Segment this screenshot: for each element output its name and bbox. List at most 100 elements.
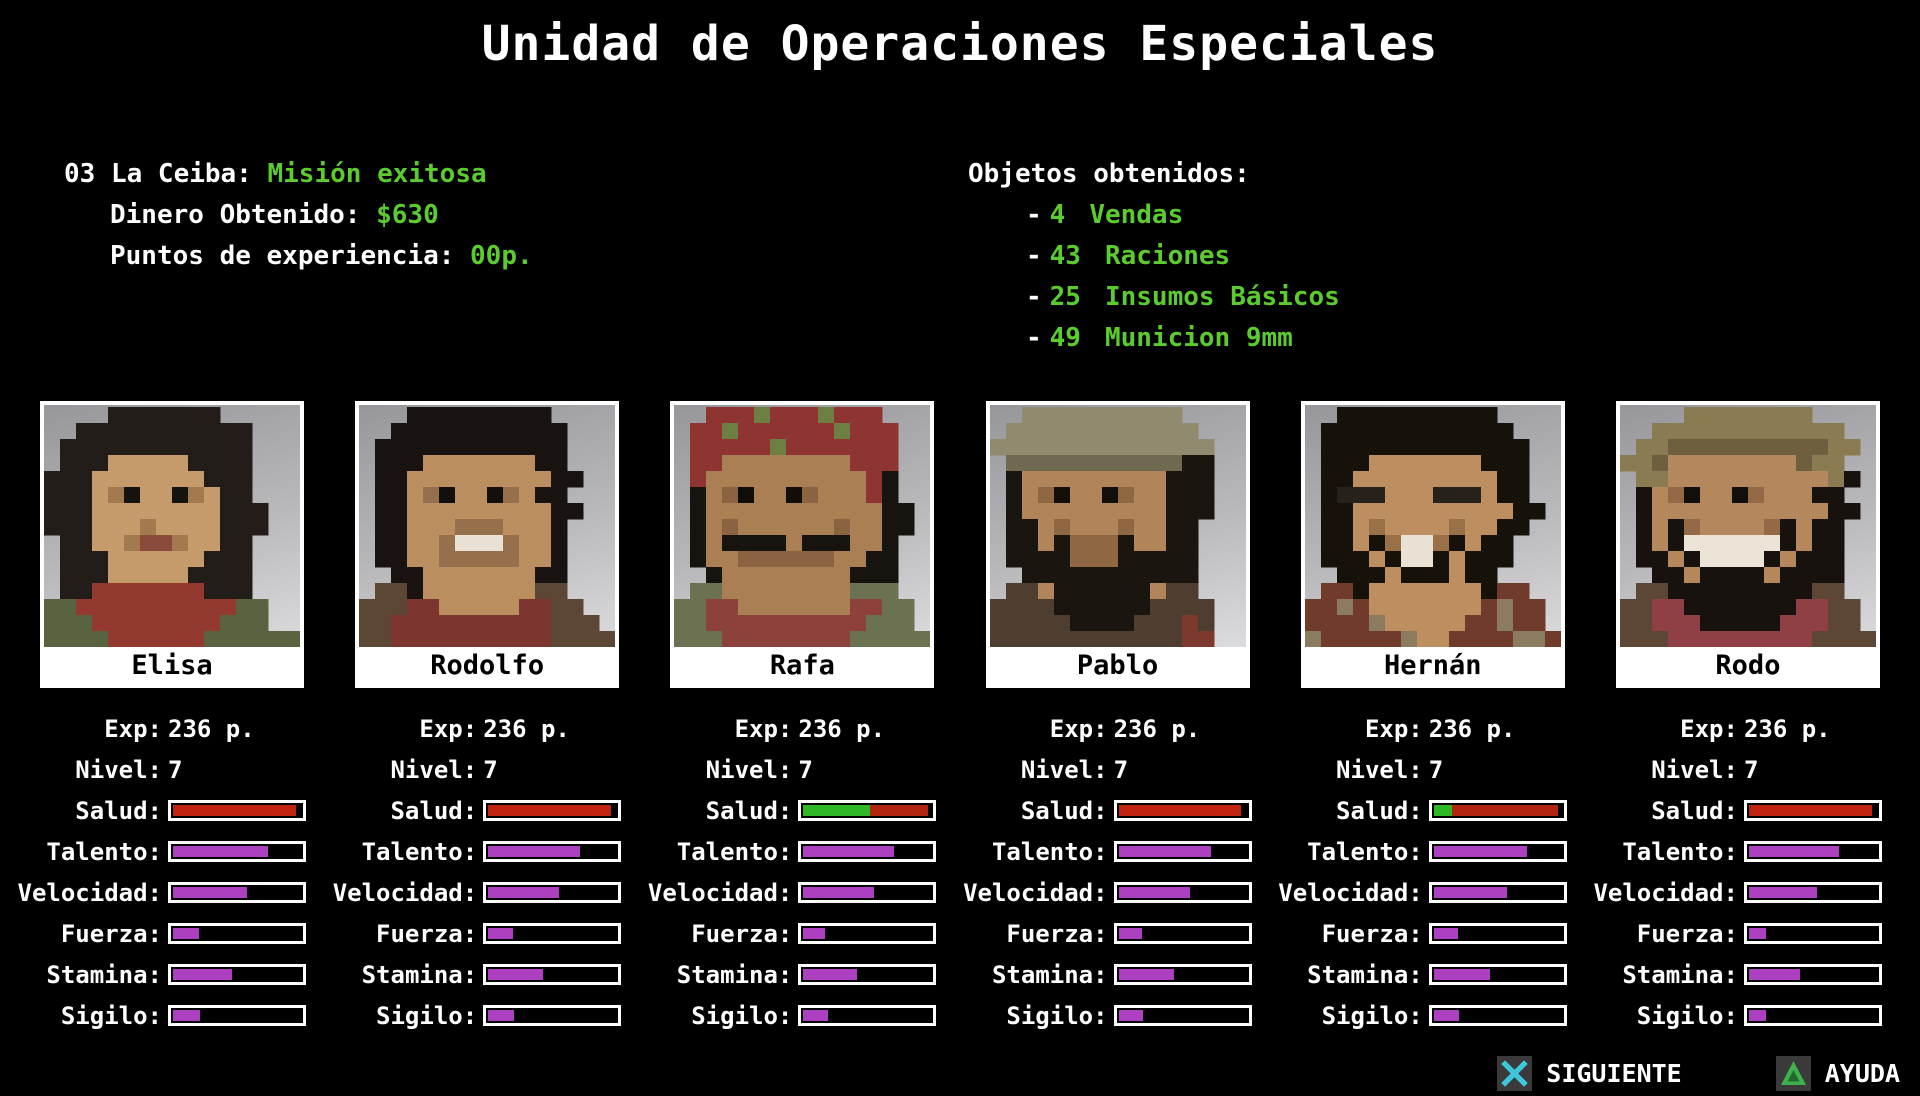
stat-row-nivel: Nivel: 7 <box>327 749 623 790</box>
stat-bar-inner <box>1748 928 1877 939</box>
mission-money-line: Dinero Obtenido: $630 <box>64 195 533 236</box>
stat-bar-velocidad <box>168 882 306 903</box>
stat-label-salud: Salud: <box>1020 796 1108 825</box>
stat-bar-fill <box>173 928 199 939</box>
stat-label-velocidad: Velocidad: <box>17 878 163 907</box>
stat-bar-stamina <box>798 964 937 985</box>
stat-value-nivel: 7 <box>1428 755 1444 784</box>
portrait-pixel-art <box>1304 407 1561 647</box>
stat-bar-salud <box>1113 800 1252 821</box>
ayuda-button[interactable]: AYUDA <box>1775 1056 1900 1091</box>
stat-row-exp: Exp: 236 p. <box>327 708 623 749</box>
stat-value-exp: 236 p. <box>1743 714 1831 743</box>
stat-bar-stamina <box>483 964 622 985</box>
siguiente-label: SIGUIENTE <box>1546 1059 1682 1088</box>
stat-bar-fill <box>803 969 858 980</box>
stat-bar-fill <box>1748 887 1817 898</box>
stat-label-sigilo: Sigilo: <box>60 1001 162 1030</box>
stat-value-exp: 236 p. <box>168 714 255 743</box>
stat-row-fuerza: Fuerza: <box>642 913 938 954</box>
stat-row-salud: Salud: <box>642 790 938 831</box>
stat-label-nivel: Nivel: <box>1020 755 1108 784</box>
stat-bar-inner <box>1118 887 1247 898</box>
stat-bar-fill <box>1118 846 1211 857</box>
stat-row-fuerza: Fuerza: <box>958 913 1254 954</box>
stat-label-talento: Talento: <box>361 837 478 866</box>
character-row: Elisa Exp: 236 p. Nivel: 7 Salud: Talento: Velo… <box>18 401 1882 1036</box>
stat-label-exp: Exp: <box>104 714 162 743</box>
stat-row-velocidad: Velocidad: <box>1588 872 1884 913</box>
stat-bar-salud <box>168 800 306 821</box>
character-stats: Exp: 236 p. Nivel: 7 Salud: Talento: Velocidad… <box>1273 708 1569 1036</box>
stat-bar-stamina <box>1113 964 1252 985</box>
item-quantity: 25 <box>1049 282 1081 312</box>
stat-label-salud: Salud: <box>1651 796 1738 825</box>
stat-bar-fill <box>173 805 296 816</box>
stat-bar-talento <box>1113 841 1252 862</box>
character-portrait <box>44 405 300 647</box>
stat-bar-inner <box>1118 1010 1247 1021</box>
stat-bar-fill <box>869 805 928 816</box>
character-stats: Exp: 236 p. Nivel: 7 Salud: Talento: Velocidad… <box>327 708 623 1036</box>
stat-bar-fill <box>1118 1010 1143 1021</box>
stat-bar-fill <box>803 887 874 898</box>
character-column: Pablo Exp: 236 p. Nivel: 7 Salud: Talento: Velo… <box>963 401 1252 1036</box>
stat-label-velocidad: Velocidad: <box>647 878 793 907</box>
siguiente-button[interactable]: SIGUIENTE <box>1497 1056 1682 1091</box>
stat-bar-salud <box>1428 800 1567 821</box>
stat-bar-sigilo <box>1113 1005 1252 1026</box>
stat-bar-fill <box>803 846 895 857</box>
stat-bar-inner <box>803 846 931 857</box>
portrait-pixel-art <box>1619 407 1876 647</box>
stat-bar-fill <box>488 887 559 898</box>
ayuda-label: AYUDA <box>1824 1059 1900 1088</box>
stat-label-salud: Salud: <box>1336 796 1423 825</box>
stat-bar-sigilo <box>798 1005 937 1026</box>
stat-row-sigilo: Sigilo: <box>642 995 938 1036</box>
stat-value-nivel: 7 <box>483 755 498 784</box>
stat-bar-fill <box>803 928 826 939</box>
stat-bar-fill <box>488 928 513 939</box>
character-card: Rafa <box>670 401 935 688</box>
stat-bar-fuerza <box>798 923 937 944</box>
stat-bar-stamina <box>168 964 306 985</box>
item-dash: - <box>1026 241 1042 271</box>
stat-bar-inner <box>1433 846 1562 857</box>
stat-bar-inner <box>803 928 931 939</box>
mission-xp-label: Puntos de experiencia: <box>110 241 455 271</box>
stat-bar-inner <box>173 846 301 857</box>
character-stats: Exp: 236 p. Nivel: 7 Salud: Talento: Velocidad… <box>1588 708 1884 1036</box>
stat-row-nivel: Nivel: 7 <box>12 749 308 790</box>
stat-row-velocidad: Velocidad: <box>12 872 308 913</box>
stat-label-velocidad: Velocidad: <box>1593 878 1738 907</box>
stat-bar-fill <box>1433 928 1459 939</box>
stat-label-sigilo: Sigilo: <box>1006 1001 1108 1030</box>
stat-label-velocidad: Velocidad: <box>1278 878 1423 907</box>
character-stats: Exp: 236 p. Nivel: 7 Salud: Talento: Velocidad… <box>958 708 1254 1036</box>
stat-label-salud: Salud: <box>75 796 162 825</box>
stat-row-salud: Salud: <box>327 790 623 831</box>
page-title: Unidad de Operaciones Especiales <box>481 16 1439 72</box>
stat-bar-inner <box>488 887 616 898</box>
stat-label-salud: Salud: <box>390 796 478 825</box>
item-name: Vendas <box>1089 200 1184 230</box>
character-card: Rodo <box>1615 401 1880 688</box>
stat-bar-inner <box>803 805 931 816</box>
stat-bar-salud <box>798 800 937 821</box>
stat-row-sigilo: Sigilo: <box>958 995 1254 1036</box>
stat-value-exp: 236 p. <box>798 714 886 743</box>
items-header: Objetos obtenidos: <box>968 159 1250 189</box>
stat-bar-fill <box>1118 887 1191 898</box>
stat-bar-inner <box>1748 846 1877 857</box>
stat-bar-fill <box>1451 805 1558 816</box>
stat-label-exp: Exp: <box>1680 714 1738 743</box>
character-column: Hernán Exp: 236 p. Nivel: 7 Salud: Talento: Vel… <box>1278 401 1567 1036</box>
stat-bar-velocidad <box>1428 882 1567 903</box>
stat-bar-fill <box>173 846 268 857</box>
stat-bar-fill <box>1748 805 1872 816</box>
stat-bar-fill <box>173 1010 200 1021</box>
stat-bar-fill <box>488 969 544 980</box>
character-card: Pablo <box>985 401 1250 688</box>
stat-row-sigilo: Sigilo: <box>12 995 308 1036</box>
stat-row-stamina: Stamina: <box>958 954 1254 995</box>
